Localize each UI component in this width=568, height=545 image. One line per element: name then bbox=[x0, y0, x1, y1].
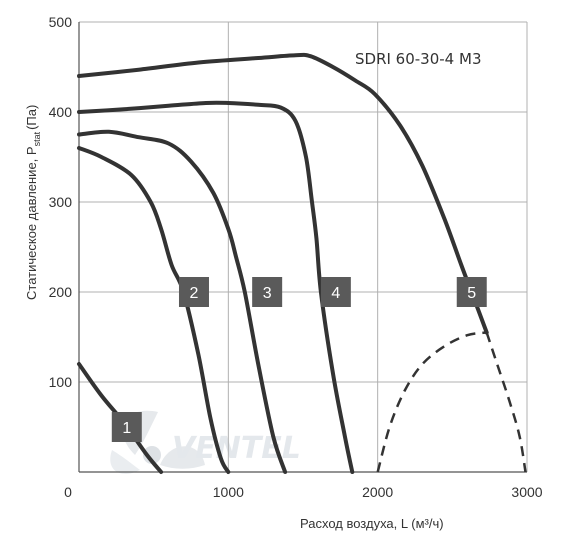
curve-2 bbox=[77, 146, 231, 474]
curve-label-4: 4 bbox=[320, 277, 351, 307]
x-tick-label: 3000 bbox=[511, 484, 542, 500]
dashed-curve bbox=[376, 331, 487, 473]
curve-label-5: 5 bbox=[456, 277, 487, 307]
x-axis-label: Расход воздуха, L (м³/ч) bbox=[300, 516, 444, 531]
curve-label-text: 4 bbox=[331, 285, 340, 302]
x-tick-label: 0 bbox=[64, 484, 72, 500]
y-axis-label-unit: (Па) bbox=[24, 105, 39, 130]
y-axis-label: Статическое давление, Pstat(Па) bbox=[24, 105, 42, 300]
curve-label-2: 2 bbox=[178, 277, 209, 307]
curve-5 bbox=[77, 52, 489, 335]
curves bbox=[77, 52, 527, 474]
curve-label-text: 1 bbox=[122, 420, 131, 437]
y-tick-label: 300 bbox=[49, 194, 73, 210]
curve-label-box bbox=[456, 277, 487, 307]
curve-label-text: 2 bbox=[190, 285, 199, 302]
curve-label-text: 3 bbox=[263, 285, 272, 302]
y-tick-label: 500 bbox=[49, 14, 73, 30]
curve-3 bbox=[77, 129, 288, 474]
curve-label-box bbox=[111, 412, 142, 442]
tick-labels: 0 1000 2000 3000 100 200 300 400 500 bbox=[49, 14, 543, 500]
dashed-curve bbox=[485, 332, 527, 473]
curve-label-3: 3 bbox=[252, 277, 283, 307]
curve-label-box bbox=[178, 277, 209, 307]
y-tick-label: 200 bbox=[49, 284, 73, 300]
curve-label-box bbox=[252, 277, 283, 307]
y-axis-label-sub: stat bbox=[32, 131, 42, 146]
chart-title: SDRI 60-30-4 M3 bbox=[355, 50, 481, 68]
curve-4 bbox=[77, 100, 355, 474]
curve-labels: 1 2 3 4 5 bbox=[111, 277, 487, 442]
curve-label-text: 5 bbox=[467, 285, 476, 302]
y-tick-label: 400 bbox=[49, 104, 73, 120]
curve-label-box bbox=[320, 277, 351, 307]
x-tick-label: 2000 bbox=[362, 484, 393, 500]
x-tick-label: 1000 bbox=[213, 484, 244, 500]
y-axis-label-main: Статическое давление, P bbox=[24, 146, 39, 300]
y-tick-label: 100 bbox=[49, 374, 73, 390]
axes bbox=[78, 22, 527, 473]
curve-label-1: 1 bbox=[111, 412, 142, 442]
grid bbox=[79, 21, 528, 472]
